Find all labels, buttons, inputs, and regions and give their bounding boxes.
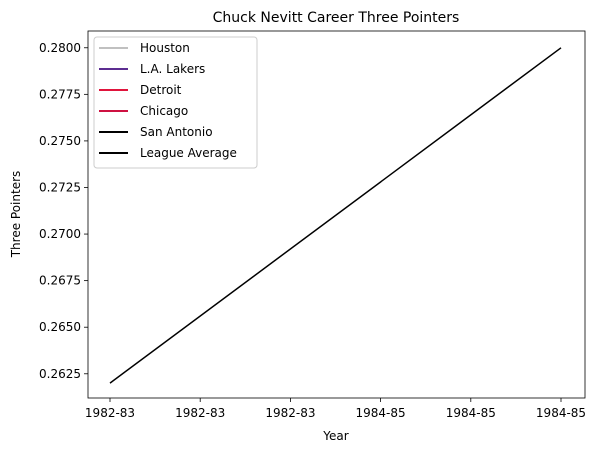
y-tick-label: 0.2725 bbox=[39, 180, 81, 194]
series-layer bbox=[109, 47, 562, 384]
x-axis-label: Year bbox=[322, 429, 348, 443]
series-line-league-average bbox=[109, 47, 562, 384]
x-axis: 1982-83 1982-83 1982-83 1984-85 1984-85 1984-… bbox=[85, 398, 586, 420]
chart-title: Chuck Nevitt Career Three Pointers bbox=[213, 10, 460, 26]
x-tick-label: 1982-83 bbox=[85, 406, 135, 420]
legend-box bbox=[93, 36, 258, 169]
legend-label-houston: Houston bbox=[140, 41, 190, 55]
legend-label-l-a-lakers: L.A. Lakers bbox=[140, 62, 205, 76]
y-axis: 0.2625 0.2650 0.2675 0.2700 0.2725 0.2750 0.27… bbox=[39, 41, 88, 381]
legend-label-league-average: League Average bbox=[140, 146, 237, 160]
x-tick-label: 1982-83 bbox=[175, 406, 225, 420]
y-tick-label: 0.2775 bbox=[39, 87, 81, 101]
x-tick-label: 1982-83 bbox=[265, 406, 315, 420]
y-tick-label: 0.2650 bbox=[39, 320, 81, 334]
y-tick-label: 0.2700 bbox=[39, 227, 81, 241]
legend-label-san-antonio: San Antonio bbox=[140, 125, 213, 139]
y-tick-label: 0.2750 bbox=[39, 134, 81, 148]
legend-label-detroit: Detroit bbox=[140, 83, 182, 97]
legend: Houston L.A. Lakers Detroit Chicago San Anto… bbox=[93, 36, 258, 169]
x-tick-label: 1984-85 bbox=[356, 406, 406, 420]
legend-label-chicago: Chicago bbox=[140, 104, 188, 118]
x-tick-label: 1984-85 bbox=[536, 406, 586, 420]
y-tick-label: 0.2800 bbox=[39, 41, 81, 55]
y-axis-label: Three Pointers bbox=[9, 171, 23, 259]
x-tick-label: 1984-85 bbox=[446, 406, 496, 420]
y-tick-label: 0.2625 bbox=[39, 367, 81, 381]
y-tick-label: 0.2675 bbox=[39, 274, 81, 288]
